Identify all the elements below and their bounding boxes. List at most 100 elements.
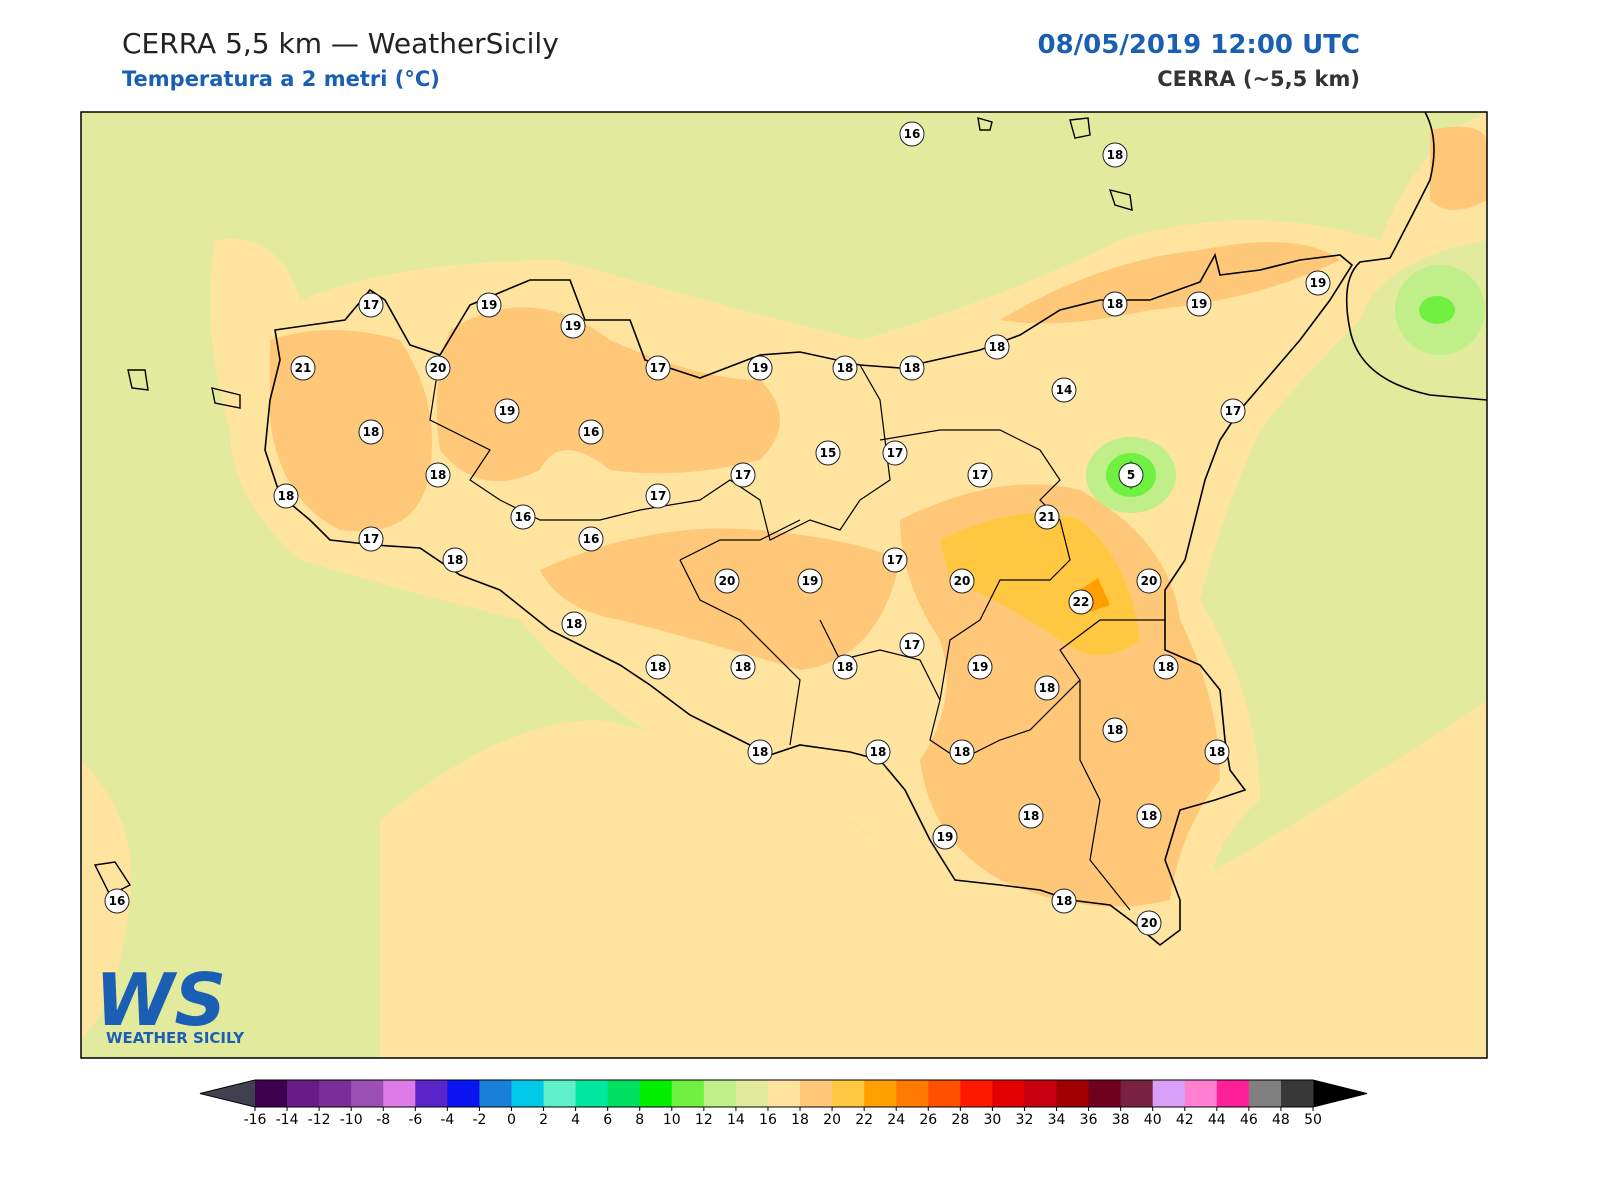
logo: WS WEATHER SICILY (95, 958, 245, 1047)
colorbar-tick-label: 0 (507, 1112, 516, 1128)
station-marker (832, 654, 858, 680)
station-value: 20 (1141, 916, 1158, 930)
station-value: 18 (363, 425, 380, 439)
station-marker (797, 568, 823, 594)
colorbar-tick-label: -8 (376, 1112, 390, 1128)
colorbar-tick-label: 32 (1016, 1112, 1034, 1128)
colorbar-tick-label: 12 (695, 1112, 713, 1128)
colorbar-box (319, 1080, 352, 1107)
station-marker (1102, 291, 1128, 317)
station-marker (815, 440, 841, 466)
station-marker (494, 398, 520, 424)
logo-mark: WS (95, 958, 226, 1042)
station-value: 19 (481, 298, 498, 312)
station-value: 19 (1310, 276, 1327, 290)
colorbar-tick-label: 40 (1144, 1112, 1162, 1128)
colorbar-tick-label: -12 (308, 1112, 331, 1128)
colorbar-box (1152, 1080, 1186, 1107)
colorbar-tick-label: -6 (408, 1112, 422, 1128)
calabria-coast (1345, 112, 1487, 401)
station-value: 17 (650, 489, 667, 503)
map-frame (80, 111, 1488, 1059)
colorbar-box (800, 1080, 833, 1107)
station-marker (899, 355, 925, 381)
colorbar-box (1216, 1080, 1250, 1107)
station-marker (645, 483, 671, 509)
station-value: 18 (752, 745, 769, 759)
station-value: 19 (1191, 297, 1208, 311)
station-value: 18 (1158, 660, 1175, 674)
station-value: 14 (1056, 383, 1073, 397)
station-marker (967, 654, 993, 680)
colorbar-tick-label: 30 (983, 1112, 1001, 1128)
colorbar-box (383, 1080, 416, 1107)
station-marker (476, 292, 502, 318)
station-value: 17 (650, 361, 667, 375)
colorbar-under (200, 1080, 255, 1107)
station-value: 16 (583, 532, 600, 546)
station-value: 16 (904, 127, 921, 141)
station-value: 19 (937, 830, 954, 844)
colorbar-tick-label: 38 (1112, 1112, 1130, 1128)
colorbar-tick-label: 50 (1304, 1112, 1322, 1128)
colorbar-tick-label: 34 (1048, 1112, 1066, 1128)
colorbar-tick-label: 48 (1272, 1112, 1290, 1128)
colorbar-box (1120, 1080, 1154, 1107)
station-marker (1034, 504, 1060, 530)
station-value: 18 (1209, 745, 1226, 759)
colorbar-box (767, 1080, 801, 1107)
station-value: 18 (735, 660, 752, 674)
station-value: 17 (972, 468, 989, 482)
station-value: 19 (972, 660, 989, 674)
model: CERRA (~5,5 km) (1157, 67, 1360, 91)
colorbar-tick-label: -16 (244, 1112, 267, 1128)
station-marker (1102, 142, 1128, 168)
warm-area (436, 307, 780, 482)
station-marker (714, 568, 740, 594)
colorbar-box (255, 1080, 288, 1107)
station-value: 18 (837, 361, 854, 375)
station-marker (882, 547, 908, 573)
colorbar-over (1313, 1080, 1367, 1107)
station-marker (984, 334, 1010, 360)
station-marker (1153, 654, 1179, 680)
colorbar-box (832, 1080, 865, 1107)
station-marker (560, 313, 586, 339)
station-marker (1305, 270, 1331, 296)
islands (93, 117, 1133, 896)
hot-area (940, 513, 1140, 655)
station-value: 18 (870, 745, 887, 759)
colorbar-tick-label: 18 (791, 1112, 809, 1128)
station-marker (358, 292, 384, 318)
colorbar-box (671, 1080, 705, 1107)
station-marker (747, 355, 773, 381)
colorbar-box (415, 1080, 448, 1107)
colorbar-tick-label: 46 (1240, 1112, 1258, 1128)
logo-name: WEATHER SICILY (106, 1029, 245, 1047)
station-marker (899, 121, 925, 147)
station-value: 18 (1107, 297, 1124, 311)
warm-area (270, 330, 432, 532)
station-value: 20 (954, 574, 971, 588)
colorbar-tick-label: -10 (340, 1112, 363, 1128)
colorbar-box (896, 1080, 929, 1107)
station-marker (949, 739, 975, 765)
station-value: 18 (904, 361, 921, 375)
station-marker (1186, 291, 1212, 317)
station-value: 17 (363, 532, 380, 546)
station-value: 5 (1127, 468, 1135, 482)
cool-core (1419, 296, 1455, 324)
colorbar-box (735, 1080, 769, 1107)
station-value: 18 (1056, 894, 1073, 908)
station-value: 22 (1073, 595, 1090, 609)
station-value: 18 (954, 745, 971, 759)
colorbar-tick-label: 44 (1208, 1112, 1226, 1128)
station-value: 17 (887, 446, 904, 460)
colorbar-tick-label: 4 (571, 1112, 580, 1128)
station-marker (1102, 717, 1128, 743)
province-borders (429, 354, 1165, 911)
datetime: 08/05/2019 12:00 UTC (1037, 30, 1360, 60)
colorbar-box (864, 1080, 897, 1107)
warm-area (540, 528, 900, 670)
